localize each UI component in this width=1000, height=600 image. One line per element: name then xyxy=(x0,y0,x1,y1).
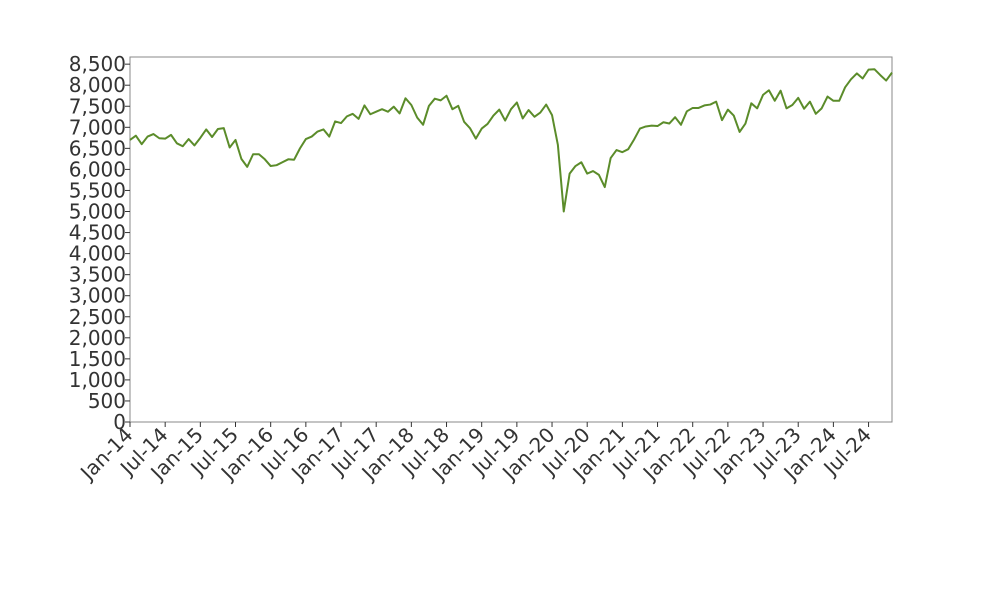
y-tick-label: 0 xyxy=(113,410,126,434)
y-tick-label: 8,000 xyxy=(69,73,126,97)
y-tick-label: 5,000 xyxy=(69,200,126,224)
y-tick-label: 2,000 xyxy=(69,326,126,350)
y-tick-label: 2,500 xyxy=(69,305,126,329)
y-tick-label: 5,500 xyxy=(69,178,126,202)
y-tick-label: 6,000 xyxy=(69,157,126,181)
y-tick-label: 500 xyxy=(88,389,126,413)
y-tick-label: 1,000 xyxy=(69,368,126,392)
y-tick-label: 7,000 xyxy=(69,115,126,139)
y-tick-label: 4,500 xyxy=(69,221,126,245)
y-tick-label: 4,000 xyxy=(69,242,126,266)
line-series xyxy=(129,68,893,213)
y-tick-label: 7,500 xyxy=(69,94,126,118)
y-tick-label: 3,000 xyxy=(69,284,126,308)
y-tick-label: 8,500 xyxy=(69,52,126,76)
plot-frame xyxy=(129,56,893,423)
y-tick-label: 1,500 xyxy=(69,347,126,371)
y-tick-label: 6,500 xyxy=(69,136,126,160)
y-tick-label: 3,500 xyxy=(69,263,126,287)
